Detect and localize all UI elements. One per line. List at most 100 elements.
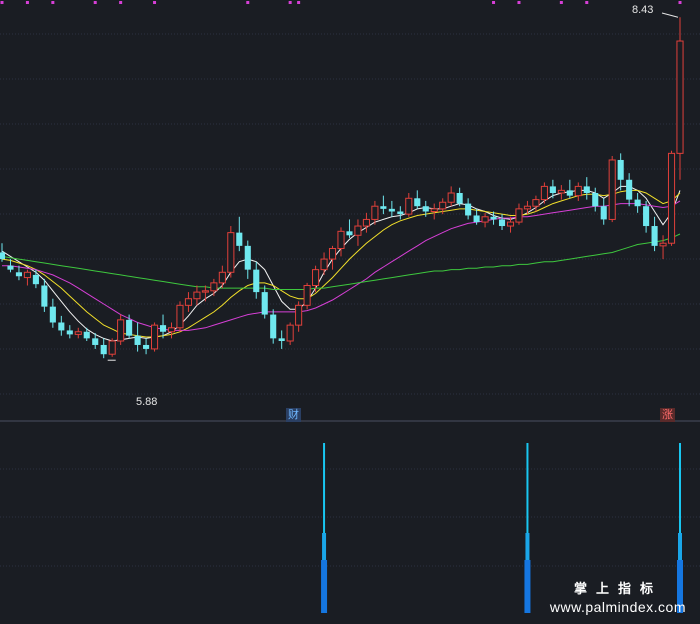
candle-body-down xyxy=(126,319,133,336)
top-marker xyxy=(517,1,521,4)
candle-body-down xyxy=(592,193,599,207)
candle-body-down xyxy=(15,272,23,277)
candle-body-down xyxy=(397,211,404,215)
candle-body-down xyxy=(83,331,90,339)
candle-body-down xyxy=(456,193,463,204)
ma-line-white xyxy=(1,185,681,342)
candle-body-down xyxy=(422,206,429,212)
candle-body-up xyxy=(447,192,455,203)
candle-body-down xyxy=(566,190,573,196)
candle-body-down xyxy=(549,186,556,193)
candle-body-down xyxy=(143,344,150,349)
candle-body-down xyxy=(414,198,421,207)
candle-body-up xyxy=(108,340,116,355)
candle-body-down xyxy=(32,274,39,285)
top-marker xyxy=(51,1,55,4)
candle-body-down xyxy=(583,186,590,193)
candle-body-up xyxy=(23,271,31,279)
candle-body-down xyxy=(244,245,251,270)
candle-body-down xyxy=(7,265,14,270)
candle-body-down xyxy=(490,216,497,220)
candle-body-down xyxy=(473,215,480,223)
candle-body-up xyxy=(184,298,193,306)
top-marker xyxy=(297,1,301,4)
watermark-title: 掌上指标 xyxy=(573,582,662,597)
candle-body-up xyxy=(439,201,447,210)
top-marker xyxy=(585,1,589,4)
candle-body-down xyxy=(49,306,56,323)
candle-body-down xyxy=(0,252,6,260)
top-marker xyxy=(492,1,496,4)
ma-line-yellow xyxy=(1,189,681,338)
volume-spike xyxy=(526,443,529,613)
candle-body-up xyxy=(371,205,379,220)
candle-body-up xyxy=(227,232,235,273)
candle-body-up xyxy=(405,197,413,215)
ma-line-magenta xyxy=(2,200,681,331)
candle-body-up xyxy=(176,304,184,329)
candle-body-down xyxy=(66,330,73,335)
top-marker xyxy=(0,1,4,4)
watermark-url: www.palmindex.com xyxy=(549,599,686,615)
candle-body-down xyxy=(261,292,268,315)
candle-body-down xyxy=(617,159,624,180)
candle-body-up xyxy=(430,208,438,213)
candle-body-up xyxy=(532,199,540,207)
candle-body-up xyxy=(218,271,226,284)
candle-body-up xyxy=(117,319,125,342)
candle-body-up xyxy=(312,269,320,286)
candle-body-up xyxy=(167,327,176,333)
candle-body-up xyxy=(303,285,311,306)
candle-body-down xyxy=(498,219,506,227)
candle-body-up xyxy=(659,242,667,247)
volume-spike-base xyxy=(677,560,683,613)
candle-body-up xyxy=(210,282,218,292)
candle-body-up xyxy=(574,185,582,197)
candle-body-up xyxy=(362,218,370,227)
top-marker xyxy=(246,1,250,4)
top-marker xyxy=(25,1,29,4)
volume-spike-base xyxy=(321,560,328,613)
candle-body-down xyxy=(134,335,141,345)
candle-body-down xyxy=(388,208,395,212)
candle-body-up xyxy=(481,216,489,223)
candle-body-up xyxy=(354,225,362,236)
top-marker xyxy=(678,1,682,4)
candle-body-down xyxy=(346,231,353,236)
high-arrow xyxy=(661,12,679,18)
candle-body-down xyxy=(253,269,260,293)
candle-body-up xyxy=(523,205,532,210)
candle-body-up xyxy=(337,230,345,249)
candle-body-down xyxy=(41,285,48,307)
candle-body-up xyxy=(506,221,515,227)
candle-body-up xyxy=(328,248,337,260)
candle-body-up xyxy=(150,324,159,350)
candle-body-up xyxy=(74,331,82,335)
candle-body-up xyxy=(540,185,548,201)
candle-body-down xyxy=(278,338,285,341)
candle-body-down xyxy=(236,232,243,246)
candle-body-up xyxy=(320,258,328,271)
candle-body-down xyxy=(159,325,167,332)
top-marker xyxy=(559,1,563,4)
ma-line-green xyxy=(1,233,681,290)
candle-body-up xyxy=(608,159,616,220)
candle-body-up xyxy=(193,291,201,300)
candle-body-up xyxy=(295,304,303,326)
top-marker xyxy=(93,1,97,4)
candle-body-up xyxy=(676,40,684,154)
top-marker xyxy=(153,1,157,4)
candle-body-down xyxy=(626,179,633,200)
candle-body-up xyxy=(667,152,676,244)
candle-body-up xyxy=(286,324,294,342)
candle-body-down xyxy=(100,344,107,355)
candle-body-down xyxy=(58,322,65,331)
candle-body-down xyxy=(380,206,387,209)
high-price-label: 8.43 xyxy=(632,4,654,16)
volume-spike xyxy=(323,443,326,613)
candle-body-down xyxy=(92,338,99,345)
candle-body-down xyxy=(600,206,607,220)
low-price-label: 5.88 xyxy=(136,396,158,408)
volume-spike-base xyxy=(524,560,531,613)
